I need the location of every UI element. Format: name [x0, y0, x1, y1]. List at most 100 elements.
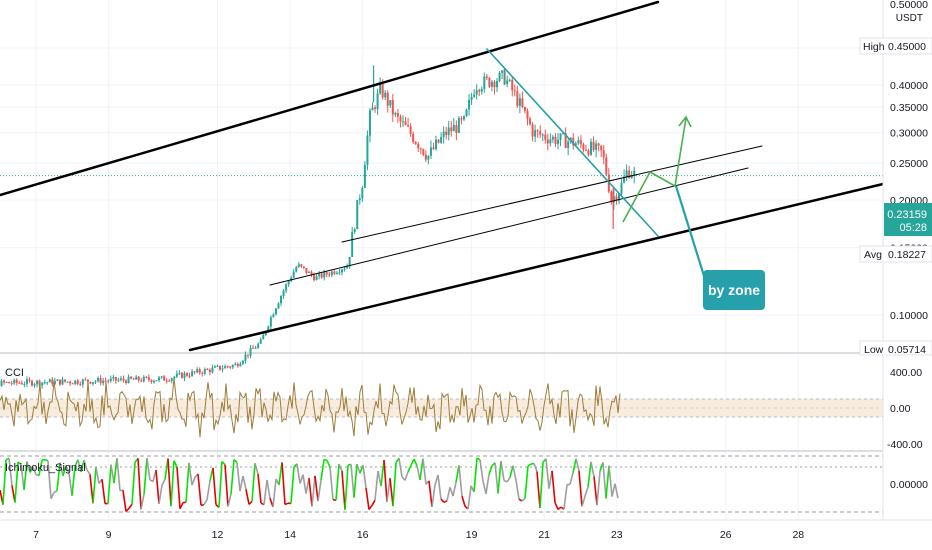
signal-segment	[374, 470, 379, 501]
candle-body	[371, 107, 374, 111]
signal-segment	[461, 495, 466, 507]
signal-segment	[296, 463, 301, 484]
candle-body	[178, 372, 181, 374]
candle-body	[147, 377, 150, 380]
signal-segment	[221, 460, 226, 466]
signal-segment	[500, 460, 505, 481]
candle-body	[290, 277, 293, 281]
channel-upper-line[interactable]	[0, 0, 660, 197]
signal-segment	[440, 498, 445, 503]
time-axis-labels[interactable]: 7 9 12 14 16 19 21 23 26 28	[33, 529, 804, 541]
candle-body	[376, 93, 379, 110]
signal-segment	[158, 485, 163, 504]
candle-body	[201, 372, 204, 374]
candle-body	[473, 94, 476, 97]
candle-body	[8, 381, 11, 384]
candle-body	[122, 378, 125, 381]
channel-lower-line[interactable]	[188, 182, 885, 352]
signal-segment	[482, 481, 487, 494]
signal-segment	[320, 459, 325, 481]
candle-body	[282, 290, 285, 297]
time-tick-label: 7	[33, 529, 39, 541]
candle-body	[20, 382, 23, 385]
time-tick-label: 16	[357, 529, 369, 541]
signal-segment	[86, 469, 91, 475]
candle-body	[66, 381, 69, 383]
candle-body	[142, 376, 145, 382]
signal-segment	[326, 459, 331, 468]
signal-segment	[371, 499, 376, 506]
candle-body	[300, 264, 303, 267]
candle-body	[226, 366, 229, 368]
signal-segment	[578, 470, 583, 507]
candle-body	[381, 84, 384, 98]
candle-body	[249, 347, 252, 356]
candle-body	[38, 380, 41, 386]
signal-segment	[185, 462, 190, 503]
candle-body	[450, 127, 453, 132]
signal-segment	[602, 462, 607, 499]
chart-drawings[interactable]	[0, 0, 885, 352]
candle-body	[264, 331, 267, 336]
inner-channel-lower-line[interactable]	[269, 167, 749, 286]
signal-segment	[317, 480, 322, 502]
candle-body	[43, 382, 46, 384]
candle-body	[445, 131, 448, 135]
signal-segment	[458, 465, 463, 497]
signal-segment	[77, 459, 82, 473]
signal-segment	[485, 474, 490, 494]
candle-body	[490, 81, 493, 87]
candle-body	[447, 127, 450, 135]
signal-segment	[404, 471, 409, 481]
candle-body	[508, 79, 511, 81]
candle-body	[244, 354, 247, 361]
signal-segment	[356, 463, 361, 474]
candle-body	[605, 157, 608, 175]
candle-body	[231, 365, 234, 368]
candle-body	[427, 155, 430, 160]
candle-body	[191, 371, 194, 377]
candle-body	[310, 271, 313, 276]
price-tick-label: 0.50000	[890, 0, 928, 11]
candle-body	[391, 100, 394, 115]
by-zone-callout[interactable]: by zone	[703, 270, 765, 310]
candle-body	[628, 170, 631, 178]
candle-body	[518, 98, 521, 106]
candle-body	[132, 378, 135, 380]
candle-body	[399, 116, 402, 122]
candle-body	[150, 379, 153, 383]
time-tick-label: 23	[611, 529, 623, 541]
candle-body	[302, 266, 305, 268]
candle-body	[562, 133, 565, 135]
signal-segment	[44, 459, 49, 462]
candle-body	[470, 96, 473, 100]
candle-body	[175, 373, 178, 377]
candle-body	[127, 376, 130, 383]
inner-channel-upper-line[interactable]	[341, 145, 763, 243]
signal-segment	[530, 462, 535, 465]
candle-body	[493, 81, 496, 88]
candle-body	[61, 379, 64, 385]
signal-segment	[227, 493, 232, 507]
signal-segment	[452, 482, 457, 497]
candle-body	[206, 369, 209, 371]
ichimoku-title: Ichimoku_Signal	[5, 462, 86, 474]
candle-body	[188, 375, 191, 377]
candle-body	[394, 113, 397, 115]
descending-trend-line[interactable]	[486, 48, 659, 237]
candle-body	[102, 380, 105, 384]
signal-segment	[131, 462, 136, 505]
signal-segment	[242, 475, 247, 490]
signal-segment	[140, 494, 145, 510]
candle-body	[155, 380, 158, 382]
candle-body	[89, 381, 92, 384]
candle-body	[511, 79, 514, 91]
signal-segment	[206, 480, 211, 500]
signal-segment	[197, 473, 202, 506]
candle-body	[64, 379, 67, 382]
projection-path[interactable]	[622, 117, 687, 223]
candle-body	[137, 376, 140, 381]
price-tick-label: 0.30000	[890, 128, 928, 140]
candle-body	[117, 379, 120, 381]
